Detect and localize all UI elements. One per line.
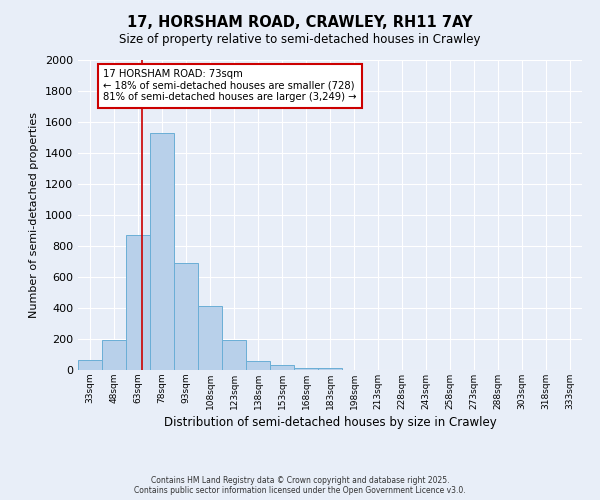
X-axis label: Distribution of semi-detached houses by size in Crawley: Distribution of semi-detached houses by … — [164, 416, 496, 429]
Bar — [318, 368, 342, 370]
Bar — [126, 235, 150, 370]
Bar — [78, 360, 102, 370]
Bar — [102, 340, 126, 370]
Bar — [270, 366, 294, 370]
Bar — [246, 360, 270, 370]
Bar — [222, 340, 246, 370]
Bar — [198, 306, 222, 370]
Text: Size of property relative to semi-detached houses in Crawley: Size of property relative to semi-detach… — [119, 32, 481, 46]
Text: 17, HORSHAM ROAD, CRAWLEY, RH11 7AY: 17, HORSHAM ROAD, CRAWLEY, RH11 7AY — [127, 15, 473, 30]
Y-axis label: Number of semi-detached properties: Number of semi-detached properties — [29, 112, 40, 318]
Bar — [174, 263, 198, 370]
Bar — [150, 133, 174, 370]
Text: 17 HORSHAM ROAD: 73sqm
← 18% of semi-detached houses are smaller (728)
81% of se: 17 HORSHAM ROAD: 73sqm ← 18% of semi-det… — [103, 70, 356, 102]
Bar — [294, 368, 318, 370]
Text: Contains HM Land Registry data © Crown copyright and database right 2025.
Contai: Contains HM Land Registry data © Crown c… — [134, 476, 466, 495]
